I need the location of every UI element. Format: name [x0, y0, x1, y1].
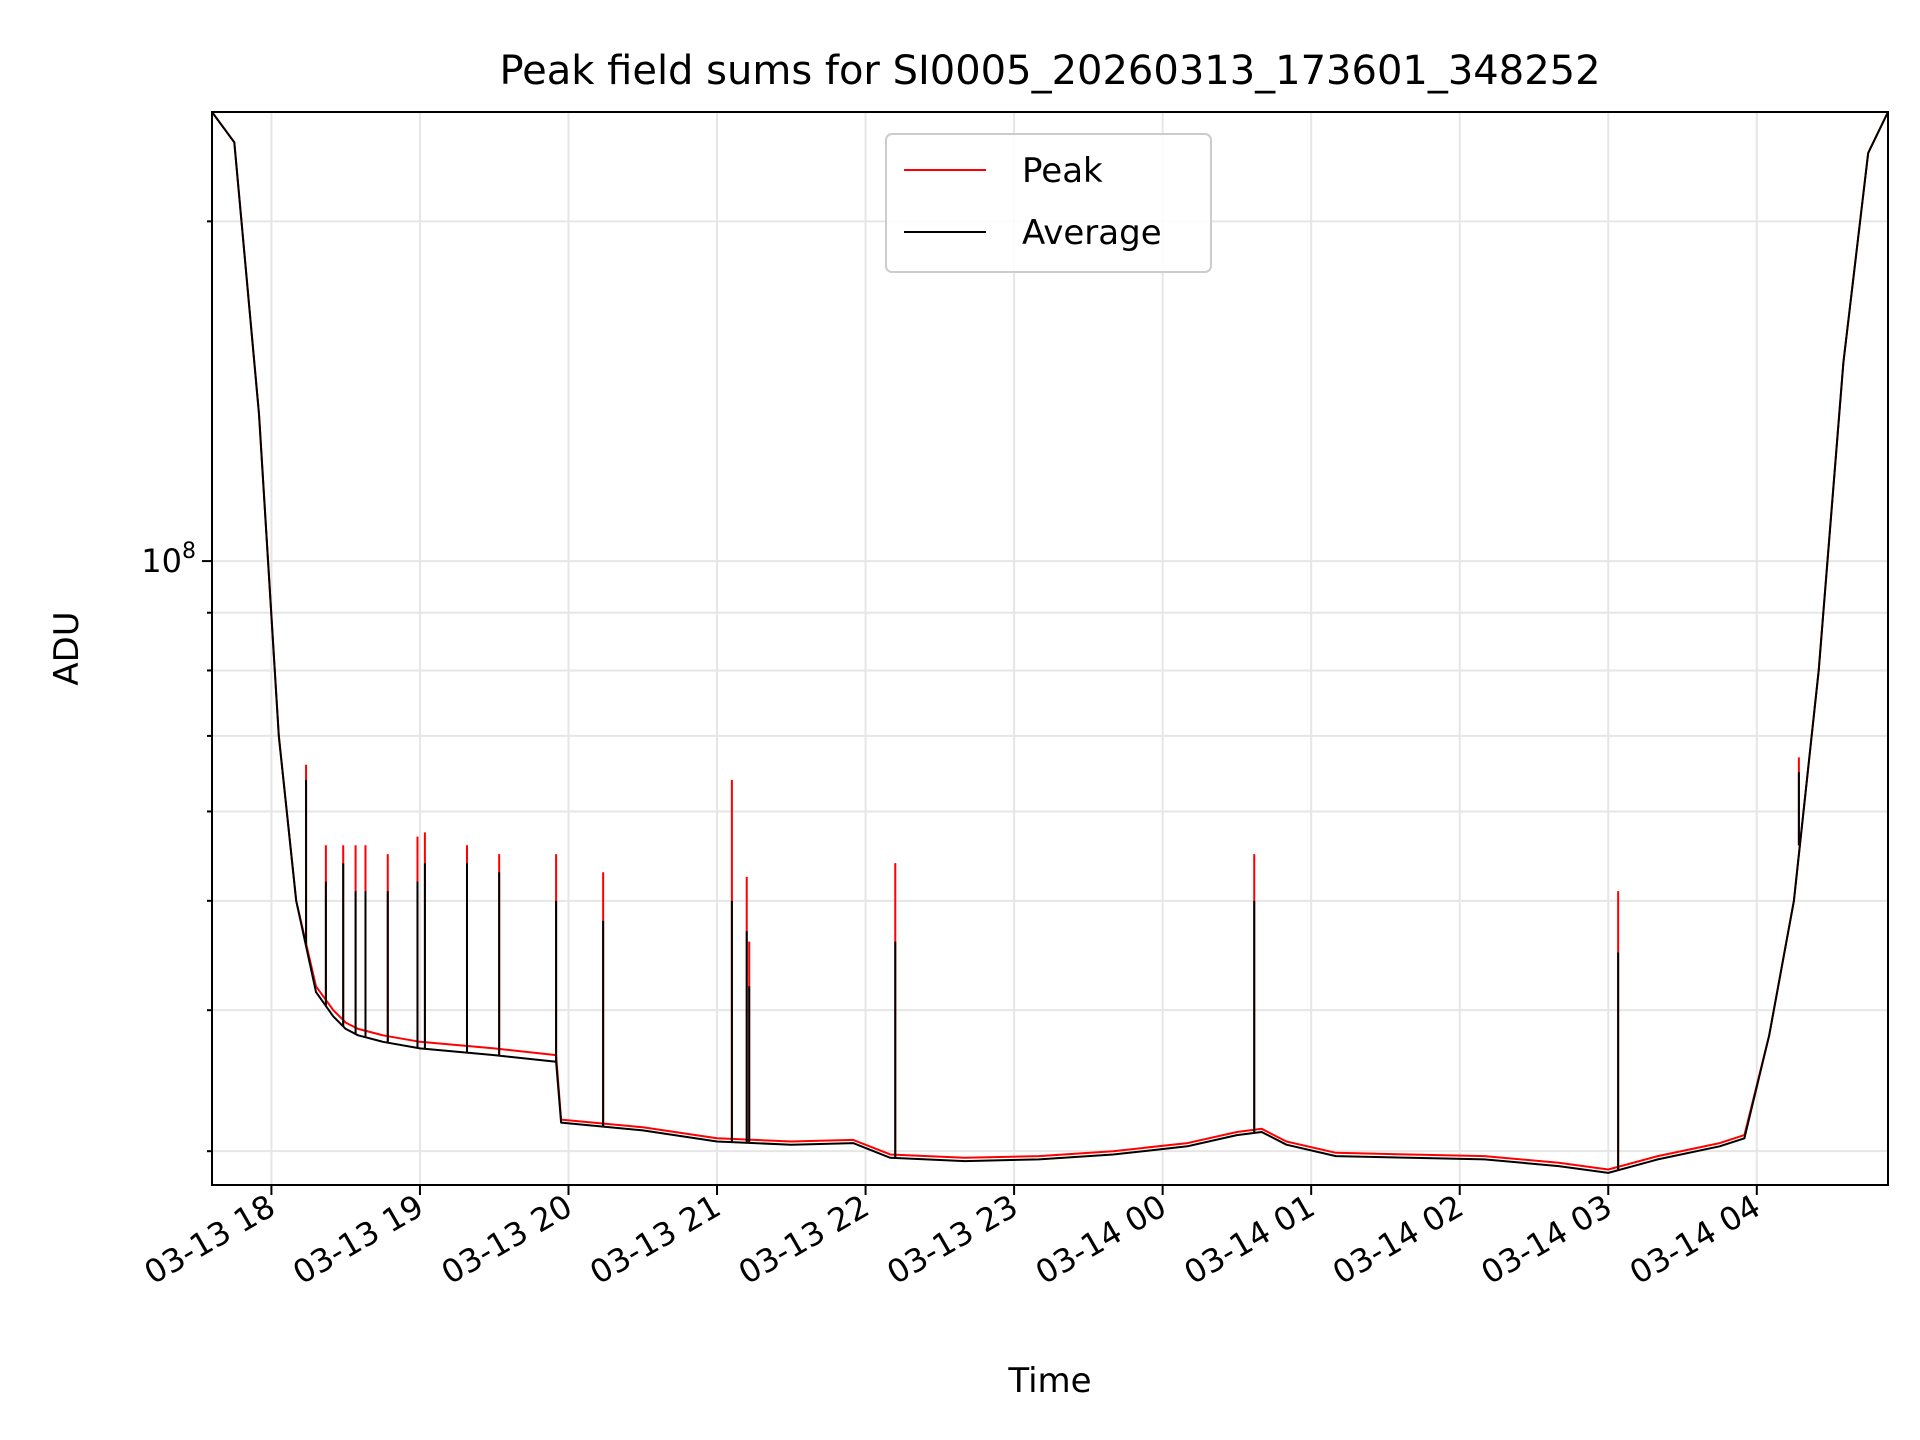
x-tick-label: 03-14 02	[1326, 1187, 1470, 1292]
legend: Peak Average	[885, 133, 1212, 273]
grid	[212, 112, 1888, 1185]
legend-box	[885, 133, 1212, 273]
series-line-peak	[211, 111, 1889, 1171]
x-axis-label: Time	[1007, 1361, 1091, 1401]
x-tick-label: 03-14 04	[1623, 1187, 1767, 1292]
x-tick-label: 03-14 03	[1475, 1187, 1619, 1292]
x-tick-label: 03-13 22	[732, 1187, 876, 1292]
series-layer	[211, 111, 1889, 1174]
x-tick-label: 03-13 20	[435, 1187, 579, 1292]
x-tick-label: 03-13 21	[583, 1187, 727, 1292]
chart-title: Peak field sums for SI0005_20260313_1736…	[499, 48, 1600, 94]
y-tick-label: 108	[141, 539, 196, 580]
plot-frame	[211, 111, 1889, 1186]
legend-label-average: Average	[1022, 213, 1162, 253]
x-tick-label: 03-14 00	[1029, 1187, 1173, 1292]
series-line-average	[211, 111, 1889, 1174]
legend-label-peak: Peak	[1022, 151, 1103, 191]
x-tick-label: 03-13 23	[881, 1187, 1025, 1292]
x-tick-label: 03-13 19	[286, 1187, 430, 1292]
y-axis-label: ADU	[47, 611, 87, 685]
x-tick-label: 03-14 01	[1178, 1187, 1322, 1292]
x-tick-label: 03-13 18	[138, 1187, 282, 1292]
